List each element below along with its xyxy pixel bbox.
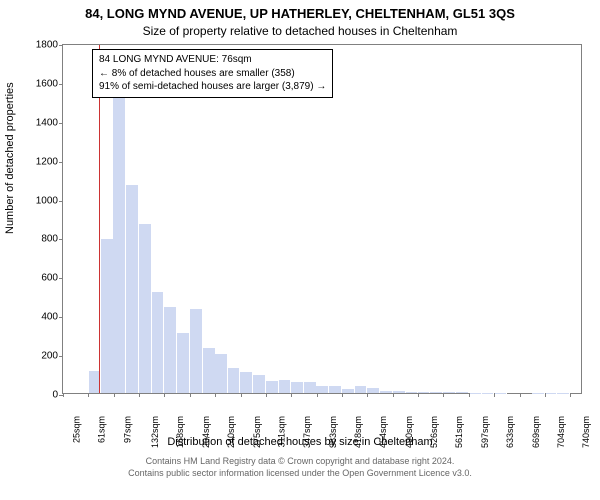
- histogram-bar: [126, 185, 139, 393]
- histogram-bar: [430, 392, 443, 393]
- grid-line: [63, 201, 581, 202]
- grid-line: [63, 123, 581, 124]
- histogram-bar: [215, 354, 228, 393]
- x-tick-mark: [545, 393, 546, 397]
- x-tick-mark: [443, 393, 444, 397]
- histogram-bar: [304, 382, 317, 393]
- info-line-2: ← 8% of detached houses are smaller (358…: [99, 67, 326, 81]
- histogram-bar: [456, 392, 469, 393]
- x-tick-mark: [342, 393, 343, 397]
- x-tick-mark: [317, 393, 318, 397]
- y-tick-label: 0: [52, 390, 63, 401]
- footer: Contains HM Land Registry data © Crown c…: [0, 456, 600, 479]
- x-axis-label: Distribution of detached houses by size …: [0, 436, 600, 448]
- x-tick-mark: [570, 393, 571, 397]
- x-tick-mark: [291, 393, 292, 397]
- marker-info-box: 84 LONG MYND AVENUE: 76sqm ← 8% of detac…: [92, 49, 333, 98]
- histogram-bar: [367, 388, 380, 393]
- x-tick-mark: [164, 393, 165, 397]
- histogram-bar: [329, 386, 342, 393]
- x-tick-mark: [266, 393, 267, 397]
- histogram-bar: [139, 224, 152, 393]
- x-tick-mark: [494, 393, 495, 397]
- y-tick-label: 1800: [36, 40, 63, 51]
- x-tick-mark: [367, 393, 368, 397]
- y-tick-label: 600: [41, 273, 63, 284]
- histogram-bar: [406, 392, 419, 393]
- x-tick-mark: [114, 393, 115, 397]
- histogram-bar: [418, 392, 431, 393]
- info-line-3: 91% of semi-detached houses are larger (…: [99, 80, 326, 94]
- y-tick-label: 1200: [36, 156, 63, 167]
- histogram-bar: [228, 368, 241, 393]
- histogram-bar: [113, 90, 126, 393]
- histogram-bar: [342, 389, 355, 393]
- histogram-bar: [203, 348, 216, 393]
- histogram-bar: [291, 382, 304, 393]
- y-axis-label: Number of detached properties: [4, 204, 16, 234]
- grid-line: [63, 162, 581, 163]
- histogram-bar: [240, 372, 253, 393]
- x-tick-mark: [418, 393, 419, 397]
- x-tick-mark: [520, 393, 521, 397]
- y-tick-label: 200: [41, 351, 63, 362]
- x-tick-mark: [190, 393, 191, 397]
- histogram-bar: [279, 380, 292, 393]
- histogram-bar: [266, 381, 279, 393]
- histogram-bar: [355, 386, 368, 393]
- x-tick-mark: [469, 393, 470, 397]
- page-subtitle: Size of property relative to detached ho…: [0, 24, 600, 38]
- info-line-1: 84 LONG MYND AVENUE: 76sqm: [99, 53, 326, 67]
- histogram-bar: [101, 239, 114, 393]
- footer-line-2: Contains public sector information licen…: [0, 468, 600, 480]
- histogram-bar: [443, 392, 456, 393]
- x-tick-mark: [63, 393, 64, 397]
- x-tick-mark: [241, 393, 242, 397]
- y-tick-label: 400: [41, 312, 63, 323]
- histogram-bar: [164, 307, 177, 393]
- histogram-bar: [253, 375, 266, 393]
- x-tick-mark: [139, 393, 140, 397]
- histogram-bar: [177, 333, 190, 393]
- page-title: 84, LONG MYND AVENUE, UP HATHERLEY, CHEL…: [0, 6, 600, 21]
- y-tick-label: 800: [41, 234, 63, 245]
- x-tick-mark: [88, 393, 89, 397]
- footer-line-1: Contains HM Land Registry data © Crown c…: [0, 456, 600, 468]
- histogram-bar: [190, 309, 203, 393]
- histogram-bar: [380, 391, 393, 393]
- histogram-bar: [393, 391, 406, 393]
- histogram-bar: [152, 292, 165, 393]
- y-tick-label: 1600: [36, 78, 63, 89]
- y-tick-label: 1000: [36, 195, 63, 206]
- x-tick-mark: [215, 393, 216, 397]
- histogram-bar: [316, 386, 329, 393]
- y-tick-label: 1400: [36, 117, 63, 128]
- x-tick-mark: [393, 393, 394, 397]
